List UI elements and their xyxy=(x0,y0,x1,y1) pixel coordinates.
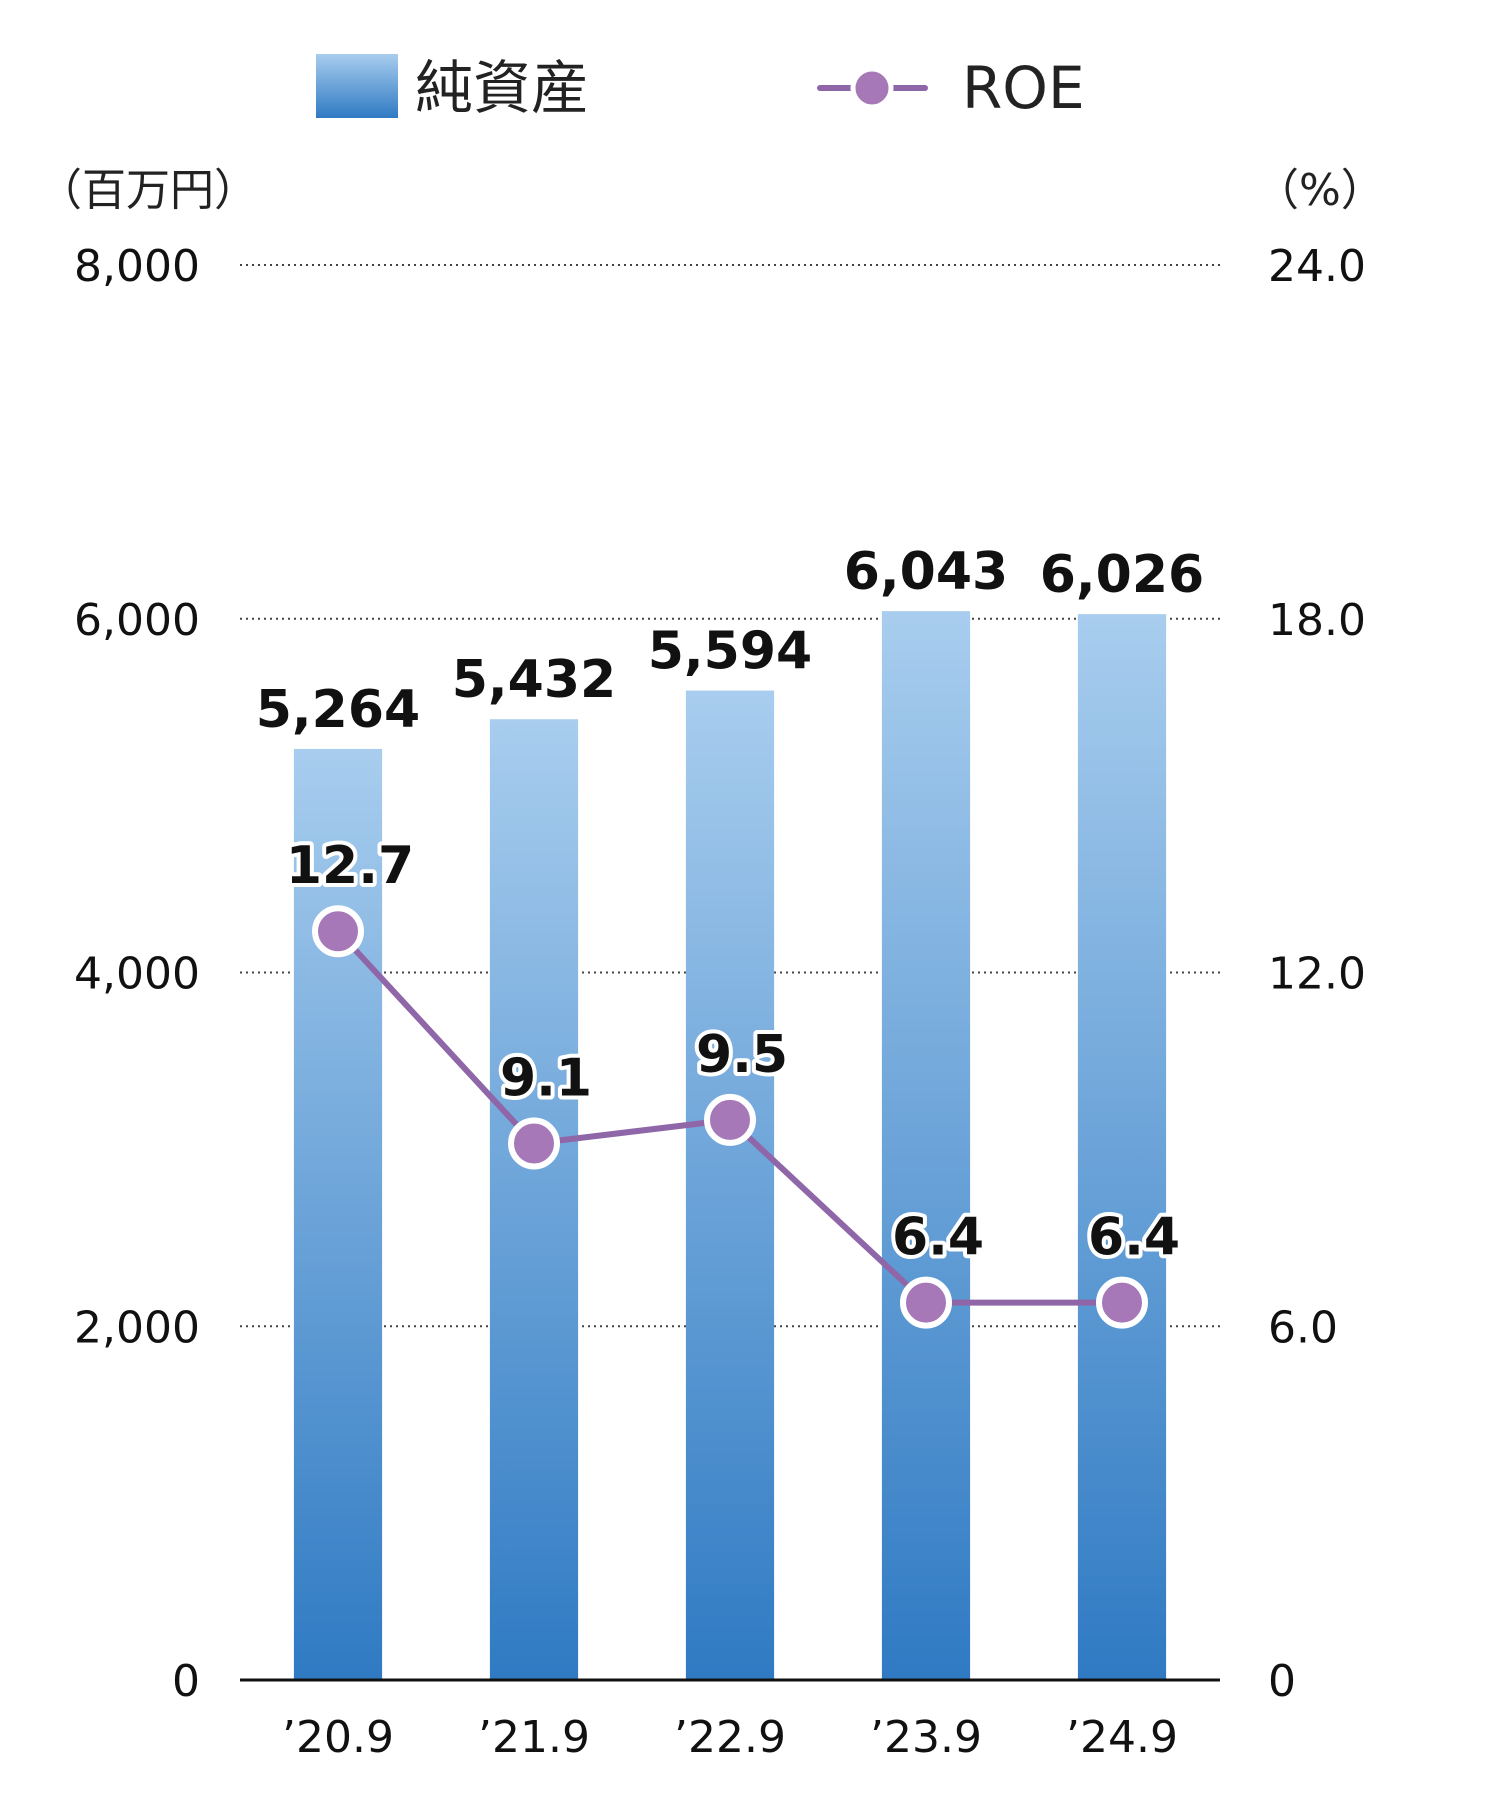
right-tick-label: 18.0 xyxy=(1268,595,1366,646)
legend-bar-label: 純資産 xyxy=(415,54,589,122)
roe-value-label: 9.5 xyxy=(696,1025,788,1085)
left-tick-label: 6,000 xyxy=(74,595,200,646)
x-tick-label: ’20.9 xyxy=(282,1712,394,1763)
roe-point xyxy=(312,905,364,958)
bar-net-assets xyxy=(293,748,383,1680)
bar-value-label: 6,043 xyxy=(844,542,1008,602)
legend: 純資産 ROE xyxy=(316,54,1085,122)
roe-value-label: 9.1 xyxy=(500,1048,592,1108)
bars xyxy=(293,611,1167,1681)
bar-net-assets xyxy=(489,719,579,1680)
right-tick-label: 0 xyxy=(1268,1656,1296,1707)
x-tick-label: ’21.9 xyxy=(478,1712,590,1763)
bar-net-assets xyxy=(685,690,775,1680)
x-tick-label: ’22.9 xyxy=(674,1712,786,1763)
right-tick-label: 24.0 xyxy=(1268,241,1366,292)
bar-value-label: 5,432 xyxy=(452,650,616,710)
roe-markers xyxy=(312,905,1148,1329)
legend-line-marker xyxy=(850,66,894,110)
right-tick-label: 6.0 xyxy=(1268,1302,1338,1353)
x-tick-label: ’23.9 xyxy=(870,1712,982,1763)
left-tick-label: 2,000 xyxy=(74,1302,200,1353)
bar-net-assets xyxy=(1077,614,1167,1680)
grid-lines xyxy=(240,264,1220,1328)
left-tick-label: 8,000 xyxy=(74,241,200,292)
bar-net-assets xyxy=(881,611,971,1681)
bar-value-label: 6,026 xyxy=(1040,545,1204,605)
data-labels: 5,264 5,432 5,594 6,043 6,026 12.7 9.1 9.5 6.4 6.… xyxy=(256,542,1204,1272)
legend-line-label: ROE xyxy=(962,54,1085,122)
bar-value-label: 5,594 xyxy=(648,622,812,682)
legend-bar-swatch xyxy=(316,54,398,118)
roe-point xyxy=(1096,1276,1148,1329)
roe-value-label: 12.7 xyxy=(286,836,414,896)
roe-point xyxy=(508,1117,560,1170)
right-axis-unit: （%） xyxy=(1255,165,1385,216)
roe-point xyxy=(900,1276,952,1329)
right-tick-label: 12.0 xyxy=(1268,949,1366,1000)
left-tick-label: 4,000 xyxy=(74,949,200,1000)
left-tick-label: 0 xyxy=(172,1656,200,1707)
roe-value-label: 6.4 xyxy=(1088,1208,1180,1268)
bar-value-label: 5,264 xyxy=(256,680,420,740)
roe-point xyxy=(704,1093,756,1146)
left-axis-unit: （百万円） xyxy=(38,165,258,216)
x-tick-label: ’24.9 xyxy=(1066,1712,1178,1763)
roe-value-label: 6.4 xyxy=(892,1208,984,1268)
axes: 0 2,000 4,000 6,000 8,000 0 6.0 12.0 18.0 24.0 ’20… xyxy=(74,241,1366,1763)
